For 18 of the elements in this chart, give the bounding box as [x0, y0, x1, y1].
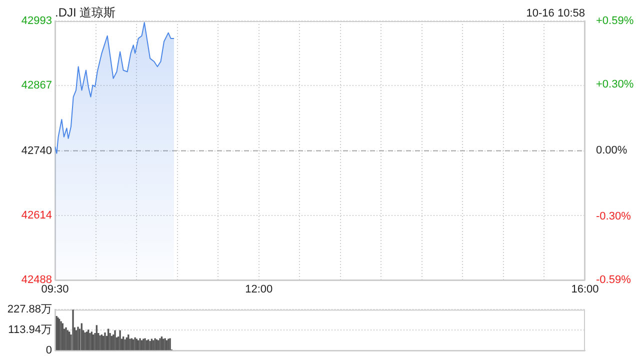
- y2-tick-label: +0.30%: [596, 78, 634, 91]
- x-tick-label: 09:30: [41, 284, 69, 296]
- y2-tick-label: -0.30%: [596, 210, 632, 222]
- x-tick-label: 16:00: [571, 284, 599, 296]
- y-tick-label: 0: [46, 344, 52, 356]
- y2-tick-label: -0.59%: [596, 274, 632, 286]
- x-tick-label: 12:00: [245, 284, 273, 296]
- y2-tick-label: +0.59%: [596, 15, 634, 28]
- y-tick-label: 42993: [21, 15, 52, 28]
- chart-subtitle: 10-16 10:58: [526, 8, 585, 20]
- y-tick-label: 42740: [21, 144, 52, 157]
- y-tick-label: 42867: [21, 80, 52, 92]
- y-tick-label: 227.88万: [7, 304, 52, 316]
- y-tick-label: 42614: [21, 209, 52, 222]
- y-tick-label: 42488: [21, 274, 52, 286]
- chart-title: .DJI 道琼斯: [55, 5, 116, 20]
- y-tick-label: 113.94万: [8, 324, 52, 336]
- y2-tick-label: 0.00%: [596, 144, 628, 157]
